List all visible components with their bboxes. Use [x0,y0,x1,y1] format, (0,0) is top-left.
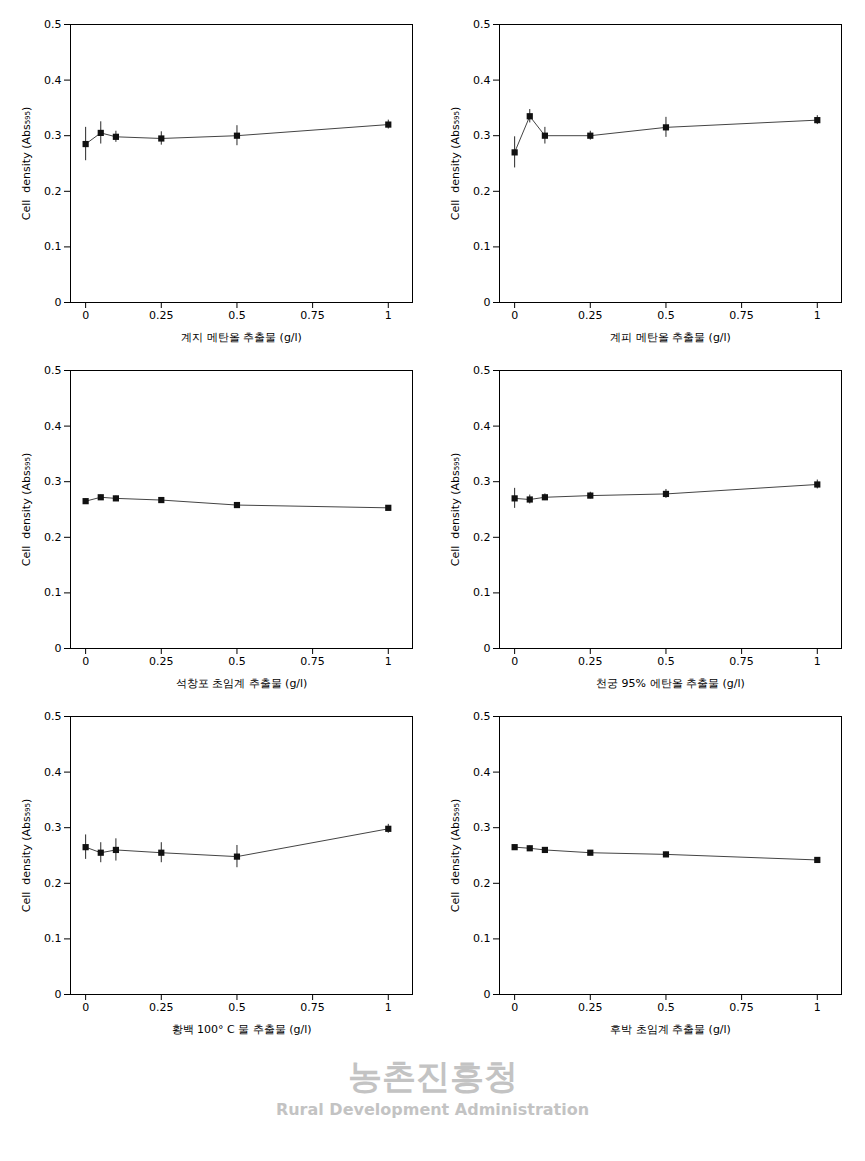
svg-text:0.5: 0.5 [228,655,246,668]
svg-text:후박 초임계 추출물 (g/l): 후박 초임계 추출물 (g/l) [610,1023,731,1036]
svg-text:0: 0 [82,655,89,668]
svg-text:0.75: 0.75 [300,1001,325,1014]
svg-text:0.25: 0.25 [578,655,603,668]
svg-text:0.5: 0.5 [657,1001,675,1014]
svg-text:0.25: 0.25 [149,1001,174,1014]
svg-text:0.25: 0.25 [578,309,603,322]
svg-text:0: 0 [511,655,518,668]
svg-text:0.2: 0.2 [44,877,62,890]
svg-text:0.5: 0.5 [44,18,62,31]
svg-text:0.5: 0.5 [657,655,675,668]
svg-text:Cell density (Abs₅₉₅): Cell density (Abs₅₉₅) [449,453,462,566]
svg-text:0.3: 0.3 [44,129,62,142]
svg-text:0.25: 0.25 [578,1001,603,1014]
svg-text:0.1: 0.1 [44,586,62,599]
svg-text:0.3: 0.3 [473,821,491,834]
svg-text:천궁 95% 에탄올 추출물 (g/l): 천궁 95% 에탄올 추출물 (g/l) [596,677,745,690]
svg-text:Cell density (Abs₅₉₅): Cell density (Abs₅₉₅) [20,453,33,566]
svg-text:계피 메탄올 추출물 (g/l): 계피 메탄올 추출물 (g/l) [610,331,731,344]
html-text:Rural Development Administrati: Rural Development Administration [275,1100,590,1119]
svg-text:0.3: 0.3 [44,475,62,488]
svg-text:황백 100° C 물 추출물 (g/l): 황백 100° C 물 추출물 (g/l) [172,1023,312,1036]
svg-text:Cell density (Abs₅₉₅): Cell density (Abs₅₉₅) [20,107,33,220]
svg-text:0.3: 0.3 [473,129,491,142]
svg-text:0: 0 [511,309,518,322]
svg-text:0.3: 0.3 [473,475,491,488]
svg-text:0.5: 0.5 [473,364,491,377]
svg-text:0.2: 0.2 [473,877,491,890]
svg-text:0.75: 0.75 [300,655,325,668]
svg-text:0.75: 0.75 [729,1001,754,1014]
svg-text:0.75: 0.75 [729,655,754,668]
svg-text:0.3: 0.3 [44,821,62,834]
svg-text:0.5: 0.5 [44,364,62,377]
svg-text:0.4: 0.4 [473,766,491,779]
svg-text:0.2: 0.2 [44,185,62,198]
svg-text:0.1: 0.1 [473,586,491,599]
svg-text:0.4: 0.4 [473,74,491,87]
svg-text:0.4: 0.4 [473,420,491,433]
svg-text:1: 1 [385,1001,392,1014]
html-text:농촌진흥청: 농촌진흥청 [347,1056,518,1096]
svg-text:0.75: 0.75 [300,309,325,322]
svg-text:Cell density (Abs₅₉₅): Cell density (Abs₅₉₅) [449,799,462,912]
svg-text:0.1: 0.1 [44,240,62,253]
svg-text:0.1: 0.1 [473,240,491,253]
svg-text:1: 1 [814,655,821,668]
svg-text:1: 1 [385,655,392,668]
svg-text:Cell density (Abs₅₉₅): Cell density (Abs₅₉₅) [20,799,33,912]
svg-text:0: 0 [484,642,491,655]
svg-text:0: 0 [55,296,62,309]
svg-text:0.4: 0.4 [44,766,62,779]
svg-text:석창포 초임계 추출물 (g/l): 석창포 초임계 추출물 (g/l) [176,677,308,690]
svg-text:0.25: 0.25 [149,309,174,322]
svg-text:0.2: 0.2 [44,531,62,544]
svg-text:0: 0 [55,988,62,1001]
svg-text:0.5: 0.5 [473,710,491,723]
svg-text:0.2: 0.2 [473,185,491,198]
svg-text:0.2: 0.2 [473,531,491,544]
svg-text:0.1: 0.1 [44,932,62,945]
svg-text:계지 메탄올 추출물 (g/l): 계지 메탄올 추출물 (g/l) [181,331,302,344]
svg-text:0.5: 0.5 [657,309,675,322]
svg-text:1: 1 [385,309,392,322]
svg-text:0.1: 0.1 [473,932,491,945]
svg-text:0.5: 0.5 [44,710,62,723]
svg-text:0.5: 0.5 [228,309,246,322]
svg-text:0.5: 0.5 [228,1001,246,1014]
svg-text:0: 0 [55,642,62,655]
svg-text:0.4: 0.4 [44,420,62,433]
svg-text:1: 1 [814,309,821,322]
svg-text:0.5: 0.5 [473,18,491,31]
svg-text:0: 0 [82,1001,89,1014]
svg-text:1: 1 [814,1001,821,1014]
svg-text:0.4: 0.4 [44,74,62,87]
svg-text:0.25: 0.25 [149,655,174,668]
svg-text:0: 0 [511,1001,518,1014]
svg-text:0: 0 [82,309,89,322]
svg-text:0: 0 [484,988,491,1001]
svg-text:Cell density (Abs₅₉₅): Cell density (Abs₅₉₅) [449,107,462,220]
svg-text:0: 0 [484,296,491,309]
svg-text:0.75: 0.75 [729,309,754,322]
